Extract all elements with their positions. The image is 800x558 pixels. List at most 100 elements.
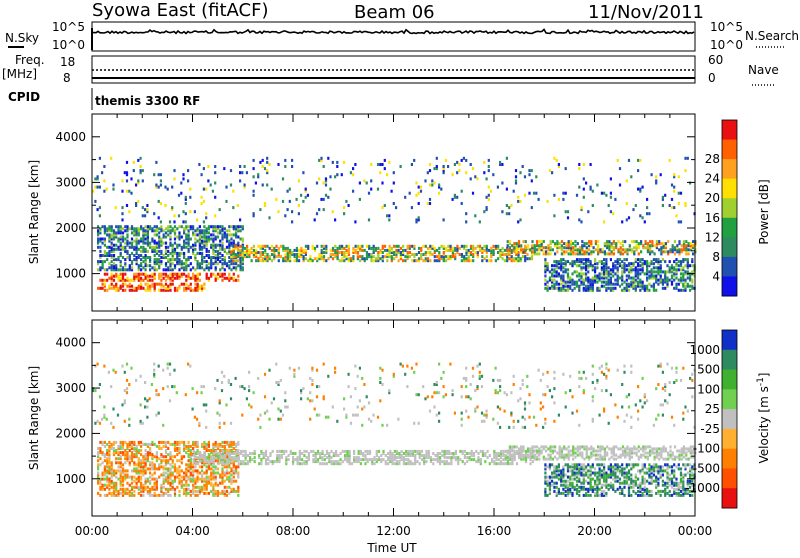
heatmap-cell <box>461 245 463 248</box>
heatmap-cell <box>610 210 612 213</box>
heatmap-cell <box>370 179 372 182</box>
heatmap-cell <box>655 175 657 178</box>
heatmap-cell <box>271 188 273 191</box>
heatmap-cell <box>571 260 573 263</box>
heatmap-cell <box>547 252 549 255</box>
heatmap-cell <box>387 462 389 465</box>
heatmap-cell <box>623 262 625 265</box>
heatmap-cell <box>624 248 626 251</box>
colorbar-tick-label: 4 <box>712 269 720 283</box>
heatmap-cell <box>511 244 513 247</box>
heatmap-cell <box>558 283 560 286</box>
heatmap-cell <box>269 255 271 258</box>
heatmap-cell <box>691 285 693 288</box>
heatmap-cell <box>382 245 384 248</box>
heatmap-cell <box>181 469 183 472</box>
heatmap-cell <box>180 182 182 185</box>
heatmap-cell <box>149 285 151 288</box>
heatmap-cell <box>183 455 185 458</box>
heatmap-cell <box>419 450 421 453</box>
heatmap-cell <box>176 486 178 489</box>
heatmap-cell <box>574 452 576 455</box>
heatmap-cell <box>655 179 657 182</box>
heatmap-cell <box>203 472 205 475</box>
heatmap-cell <box>158 258 160 261</box>
heatmap-cell <box>230 238 232 241</box>
heatmap-cell <box>158 445 160 448</box>
heatmap-cell <box>653 283 655 286</box>
heatmap-cell <box>115 494 117 497</box>
heatmap-cell <box>453 452 455 455</box>
heatmap-cell <box>160 494 162 497</box>
heatmap-cell <box>438 247 440 250</box>
heatmap-cell <box>240 238 242 241</box>
heatmap-cell <box>682 272 684 275</box>
heatmap-cell <box>543 240 545 243</box>
heatmap-cell <box>561 252 563 255</box>
heatmap-cell <box>163 273 165 276</box>
heatmap-cell <box>167 285 169 288</box>
heatmap-cell <box>657 279 659 282</box>
heatmap-cell <box>160 260 162 263</box>
heatmap-cell <box>413 259 415 262</box>
heatmap-cell <box>126 469 128 472</box>
heatmap-cell <box>301 458 303 461</box>
heatmap-cell <box>642 262 644 265</box>
heatmap-cell <box>334 175 336 178</box>
heatmap-cell <box>126 179 128 182</box>
heatmap-cell <box>228 472 230 475</box>
heatmap-cell <box>551 279 553 282</box>
heatmap-cell <box>538 240 540 243</box>
heatmap-cell <box>158 254 160 257</box>
heatmap-cell <box>102 287 104 290</box>
heatmap-cell <box>210 467 212 470</box>
heatmap-cell <box>122 227 124 230</box>
date-title: 11/Nov/2011 <box>588 2 704 23</box>
heatmap-cell <box>291 165 293 168</box>
heatmap-cell <box>611 456 613 459</box>
heatmap-cell <box>233 469 235 472</box>
heatmap-cell <box>265 450 267 453</box>
heatmap-cell <box>393 245 395 248</box>
heatmap-cell <box>111 443 113 446</box>
heatmap-cell <box>242 266 244 269</box>
heatmap-cell <box>393 182 395 185</box>
heatmap-cell <box>400 247 402 250</box>
heatmap-cell <box>420 190 422 193</box>
heatmap-cell <box>317 450 319 453</box>
heatmap-cell <box>499 161 501 164</box>
heatmap-cell <box>517 196 519 199</box>
heatmap-cell <box>138 254 140 257</box>
heatmap-cell <box>126 488 128 491</box>
heatmap-cell <box>284 159 286 162</box>
heatmap-cell <box>185 451 187 454</box>
heatmap-cell <box>224 460 226 463</box>
heatmap-cell <box>556 452 558 455</box>
heatmap-cell <box>226 252 228 255</box>
heatmap-cell <box>681 447 683 450</box>
heatmap-cell <box>613 252 615 255</box>
heatmap-cell <box>154 482 156 485</box>
heatmap-cell <box>685 452 687 455</box>
heatmap-cell <box>199 478 201 481</box>
heatmap-cell <box>547 454 549 457</box>
heatmap-cell <box>578 272 580 275</box>
heatmap-cell <box>178 252 180 255</box>
heatmap-cell <box>217 273 219 276</box>
heatmap-cell <box>685 240 687 243</box>
heatmap-cell <box>255 182 257 185</box>
heatmap-cell <box>475 460 477 463</box>
heatmap-cell <box>513 250 515 253</box>
heatmap-cell <box>237 486 239 489</box>
heatmap-cell <box>355 249 357 252</box>
heatmap-cell <box>367 450 369 453</box>
heatmap-cell <box>666 277 668 280</box>
heatmap-cell <box>623 287 625 290</box>
heatmap-cell <box>605 258 607 261</box>
heatmap-cell <box>111 225 113 228</box>
heatmap-cell <box>583 279 585 282</box>
heatmap-cell <box>228 233 230 236</box>
heatmap-cell <box>595 454 597 457</box>
heatmap-cell <box>128 210 130 213</box>
